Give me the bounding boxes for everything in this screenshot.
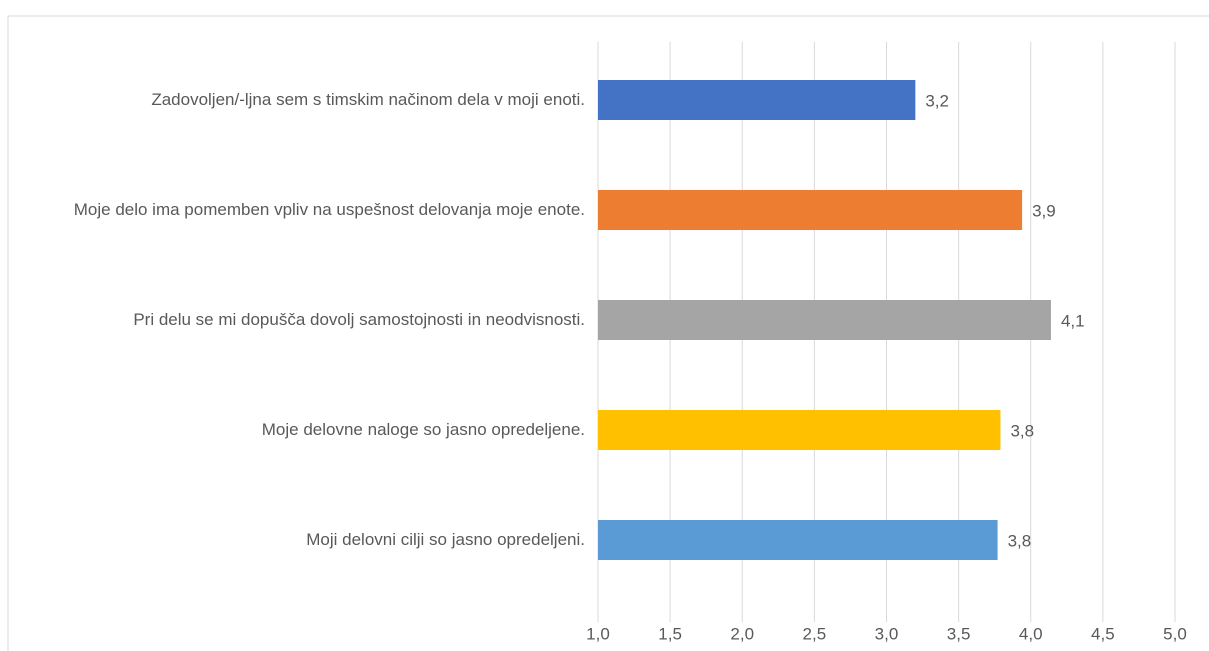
category-label: Moji delovni cilji so jasno opredeljeni.	[306, 530, 585, 549]
category-label: Moje delo ima pomemben vpliv na uspešnos…	[73, 200, 585, 219]
data-label: 3,2	[925, 91, 949, 110]
category-label-box: Moje delo ima pomemben vpliv na uspešnos…	[20, 195, 585, 225]
x-tick-label: 1,0	[586, 624, 610, 643]
category-label-box: Zadovoljen/-ljna sem s timskim načinom d…	[20, 85, 585, 115]
x-tick-label: 1,5	[658, 624, 682, 643]
category-label: Zadovoljen/-ljna sem s timskim načinom d…	[151, 90, 585, 109]
category-label-box: Moje delovne naloge so jasno opredeljene…	[20, 415, 585, 445]
x-tick-label: 3,5	[947, 624, 971, 643]
bar	[598, 190, 1023, 230]
bar	[598, 520, 998, 560]
data-label: 4,1	[1061, 311, 1085, 330]
bar	[598, 410, 1001, 450]
bar	[598, 300, 1051, 340]
x-tick-label: 5,0	[1163, 624, 1187, 643]
x-tick-label: 4,5	[1091, 624, 1115, 643]
chart-frame	[7, 15, 1209, 651]
x-tick-label: 4,0	[1019, 624, 1043, 643]
bar	[598, 80, 916, 120]
x-tick-label: 3,0	[875, 624, 899, 643]
x-tick-label: 2,5	[803, 624, 827, 643]
x-tick-label: 2,0	[730, 624, 754, 643]
data-label: 3,9	[1032, 201, 1056, 220]
data-label: 3,8	[1010, 421, 1034, 440]
category-label-box: Moji delovni cilji so jasno opredeljeni.	[20, 525, 585, 555]
category-label-box: Pri delu se mi dopušča dovolj samostojno…	[20, 305, 585, 335]
category-label: Moje delovne naloge so jasno opredeljene…	[261, 420, 585, 439]
data-label: 3,8	[1008, 531, 1032, 550]
category-label: Pri delu se mi dopušča dovolj samostojno…	[133, 310, 585, 329]
